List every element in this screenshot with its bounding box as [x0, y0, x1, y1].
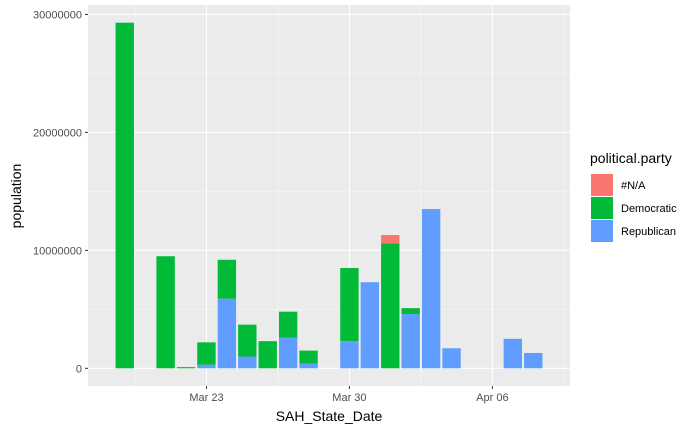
x-tick-label: Mar 23	[189, 392, 223, 404]
legend-label: #N/A	[621, 180, 646, 192]
bar-republican	[524, 352, 543, 369]
bar-democratic	[278, 311, 298, 338]
y-tick-label: 10000000	[33, 245, 82, 257]
y-tick-label: 20000000	[33, 127, 82, 139]
legend-swatch	[591, 197, 613, 219]
bar-republican	[340, 341, 359, 369]
axes: 0 10000000 20000000 30000000 Mar 23 Mar 30 Apr…	[33, 9, 509, 404]
bar-democratic	[258, 341, 277, 369]
bar-democratic	[340, 268, 359, 342]
legend-swatch	[591, 174, 613, 196]
bar-republican	[217, 298, 237, 369]
bar-republican	[503, 338, 523, 369]
legend-swatch	[591, 220, 613, 242]
x-axis-title: SAH_State_Date	[276, 408, 383, 424]
bar-republican	[401, 314, 420, 369]
bar-republican	[278, 337, 298, 369]
bar-democratic	[381, 243, 400, 369]
bar-democratic	[156, 256, 175, 369]
bar-democratic	[176, 367, 196, 369]
bar-republican	[421, 209, 441, 369]
y-axis-title: population	[8, 164, 24, 229]
legend-label: Republican	[621, 226, 676, 238]
bar-republican	[238, 356, 257, 369]
bar-republican	[197, 364, 216, 369]
legend-label: Democratic	[621, 203, 677, 215]
bar-democratic	[197, 342, 216, 365]
legend-items: #N/A Democratic Republican	[591, 174, 677, 242]
bar-republican	[299, 363, 318, 369]
bar-democratic	[299, 350, 318, 364]
bar-democratic	[115, 22, 134, 369]
legend-title: political.party	[590, 150, 672, 166]
x-tick-label: Apr 06	[476, 392, 508, 404]
bar-republican	[442, 348, 461, 369]
bar-democratic	[238, 324, 257, 357]
y-tick-label: 0	[76, 363, 82, 375]
bar-republican	[360, 282, 380, 369]
bar-democratic	[401, 308, 420, 315]
x-tick-label: Mar 30	[332, 392, 366, 404]
bar-democratic	[217, 259, 237, 299]
bar-na	[381, 235, 400, 244]
legend: political.party #N/A Democratic Republican	[590, 150, 677, 242]
bars	[115, 22, 543, 369]
y-tick-label: 30000000	[33, 9, 82, 21]
